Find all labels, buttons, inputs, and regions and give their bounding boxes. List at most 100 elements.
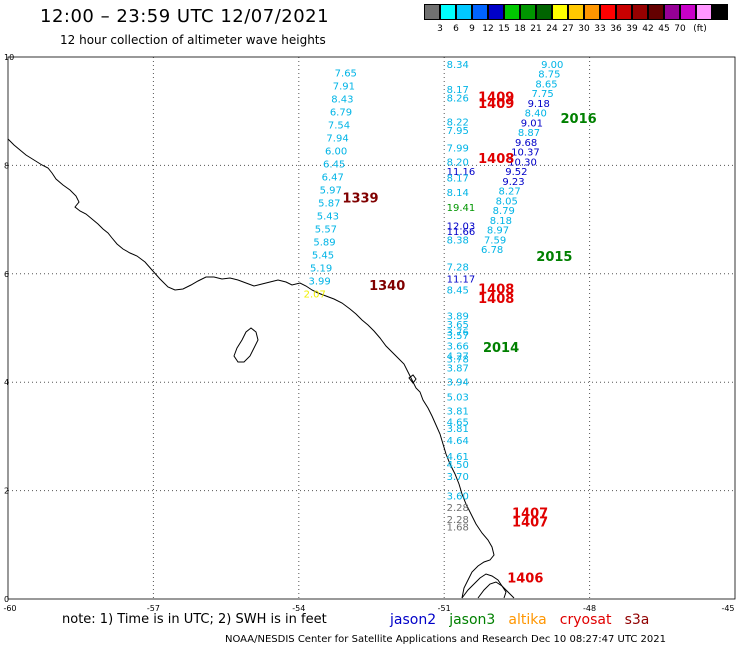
wave-height-value: 8.97	[487, 226, 509, 237]
wave-height-value: 3.89	[447, 311, 469, 322]
wave-height-value: 5.03	[447, 393, 469, 404]
wave-height-value: 3.94	[447, 377, 469, 388]
color-scale-label: 21	[530, 24, 542, 34]
color-swatch	[712, 4, 728, 20]
color-swatch	[440, 4, 456, 20]
color-swatch	[696, 4, 712, 20]
wave-height-value: 3.81	[447, 407, 469, 418]
wave-height-observations: 7.65 7.91 8.43 6.79 7.54 7.94 6.00 6.45 6.47 5.97…	[304, 60, 597, 587]
time-label: 2015	[536, 250, 572, 265]
wave-height-value: 5.87	[318, 199, 340, 210]
axis-tick-labels: -60 -57 -54 -51 -48 -45 0 2 4 6 8 10	[3, 53, 734, 613]
x-tick-label: -57	[147, 604, 160, 613]
color-swatch	[456, 4, 472, 20]
wave-height-value: 6.47	[322, 173, 344, 184]
wave-height-value: 6.78	[481, 245, 503, 256]
wave-height-value: 10.37	[511, 148, 540, 159]
wave-height-value: 6.45	[323, 160, 345, 171]
wave-height-value: 7.94	[326, 134, 348, 145]
time-label: 1408	[478, 282, 514, 297]
time-label: 1408	[478, 152, 514, 167]
time-label: 1339	[342, 191, 378, 206]
legend-s3a: s3a	[624, 612, 650, 628]
time-label: 1407	[512, 515, 548, 530]
island-small	[233, 327, 259, 363]
wave-height-value: 11.16	[447, 167, 476, 178]
wave-height-value: 8.45	[447, 285, 469, 296]
wave-height-value: 4.50	[447, 460, 469, 471]
wave-height-value: 5.89	[313, 238, 335, 249]
color-swatch	[536, 4, 552, 20]
time-label: 1406	[507, 572, 543, 587]
color-swatch	[504, 4, 520, 20]
wave-height-value: 9.00	[541, 60, 563, 71]
wave-height-value: 3.81	[447, 424, 469, 435]
y-tick-label: 6	[4, 270, 9, 279]
x-tick-label: -45	[721, 604, 734, 613]
color-scale-label: 18	[514, 24, 526, 34]
time-label: 1340	[369, 279, 405, 294]
wave-height-value: 5.45	[312, 251, 334, 262]
wave-height-value: 3.66	[447, 342, 469, 353]
color-swatch	[424, 4, 440, 20]
wave-height-value: 7.91	[333, 82, 355, 93]
color-swatch	[680, 4, 696, 20]
amazon-delta	[461, 573, 515, 599]
wave-height-value: 3.76	[447, 328, 469, 339]
time-label: 1407	[512, 507, 548, 522]
wave-height-value: 7.59	[484, 235, 506, 246]
marajo-island	[477, 581, 507, 599]
legend-jason3: jason3	[449, 612, 496, 628]
wave-height-value: 6.00	[325, 147, 347, 158]
wave-height-value: 7.99	[447, 143, 469, 154]
wave-height-value: 8.20	[447, 157, 469, 168]
wave-height-value: 7.28	[447, 263, 469, 274]
wave-height-value: 8.27	[498, 187, 520, 198]
wave-height-value: 4.27	[447, 351, 469, 362]
color-scale-label: 24	[546, 24, 558, 34]
color-scale-label: 33	[594, 24, 606, 34]
wave-height-value: 3.99	[308, 277, 330, 288]
wave-height-value: 19.41	[447, 203, 476, 214]
y-tick-label: 2	[4, 487, 9, 496]
wave-height-value: 8.43	[331, 95, 353, 106]
color-scale-label: 39	[626, 24, 638, 34]
y-tick-label: 10	[4, 53, 14, 62]
color-scale-label: 36	[610, 24, 622, 34]
wave-height-value: 7.65	[335, 69, 357, 80]
wave-height-value: 2.28	[447, 515, 469, 526]
x-tick-label: -60	[3, 604, 16, 613]
wave-height-value: 7.95	[447, 126, 469, 137]
wave-height-value: 3.60	[447, 491, 469, 502]
time-label: 2016	[561, 112, 597, 127]
wave-height-value: 2.28	[447, 503, 469, 514]
color-swatch	[520, 4, 536, 20]
wave-height-value: 8.17	[447, 85, 469, 96]
color-swatch	[584, 4, 600, 20]
color-swatch	[632, 4, 648, 20]
color-scale-label: 15	[498, 24, 510, 34]
wave-height-value: 4.61	[447, 452, 469, 463]
wave-height-value: 8.75	[538, 70, 560, 81]
color-scale-label: 30	[578, 24, 590, 34]
map-title: 12:00 – 23:59 UTC 12/07/2021	[40, 6, 330, 27]
coastline	[7, 138, 495, 599]
time-label: 1408	[478, 292, 514, 307]
color-scale-label: 3	[437, 24, 443, 34]
wave-height-value: 9.23	[502, 177, 524, 188]
wave-height-value: 3.78	[447, 355, 469, 366]
color-swatch	[568, 4, 584, 20]
wave-height-value: 9.68	[515, 138, 537, 149]
wave-height-value: 5.97	[320, 186, 342, 197]
color-scale-label: 27	[562, 24, 574, 34]
legend-cryosat: cryosat	[559, 612, 612, 628]
wave-height-value: 8.34	[447, 60, 469, 71]
wave-height-value: 10.30	[508, 157, 537, 168]
island-tiny	[408, 374, 417, 384]
wave-height-value: 8.87	[518, 128, 540, 139]
color-scale-label: 12	[482, 24, 494, 34]
wave-height-value: 1.68	[447, 523, 469, 534]
map-frame	[7, 56, 736, 600]
wave-height-value: 9.52	[505, 167, 527, 178]
